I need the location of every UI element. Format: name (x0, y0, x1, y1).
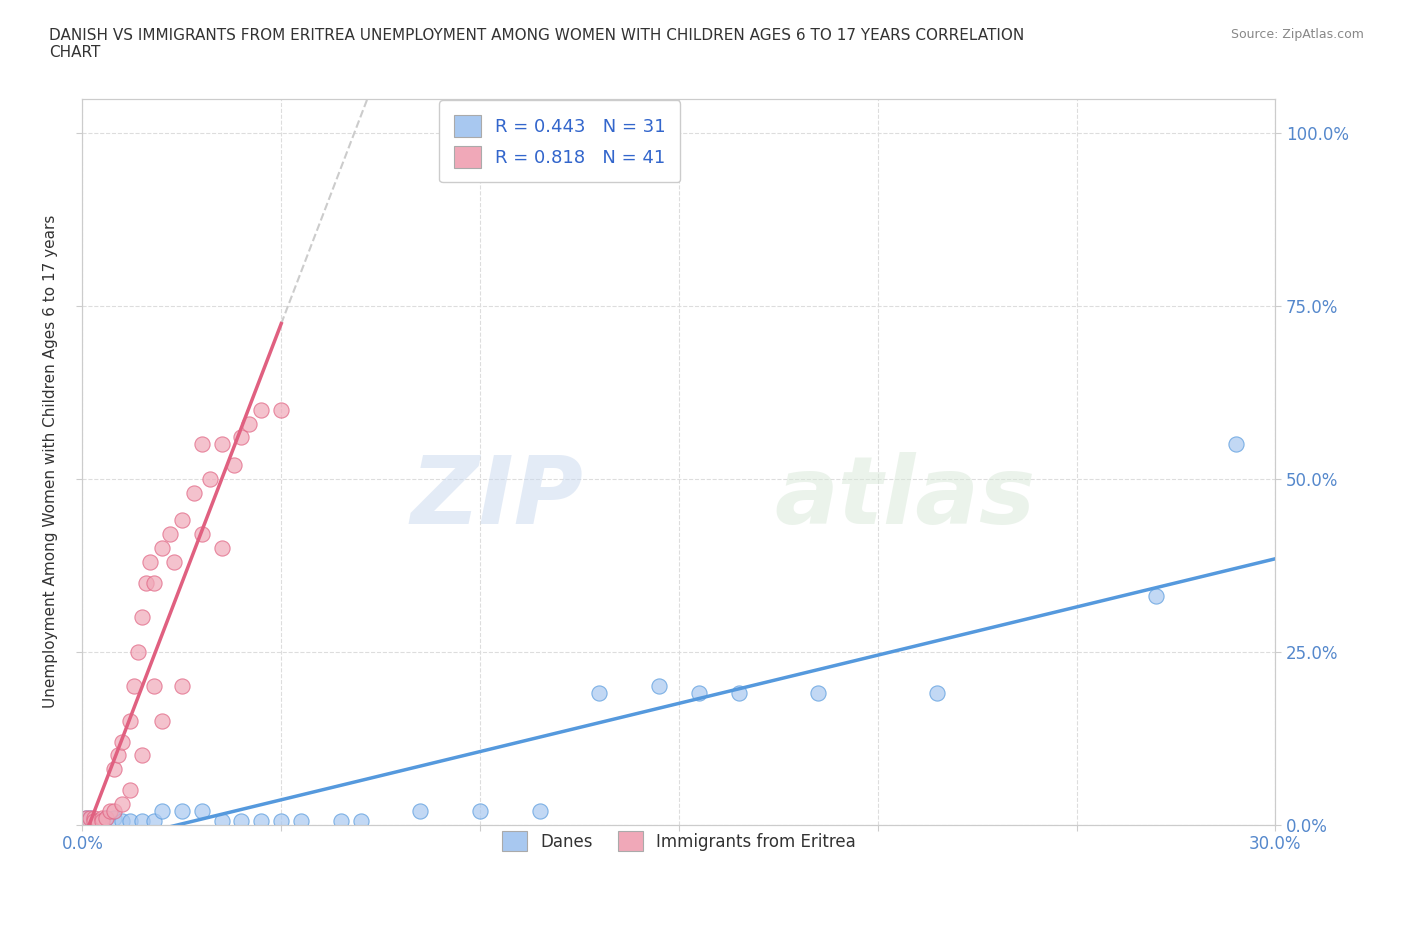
Point (127, 644, 149, 659)
Point (163, 554, 186, 569)
Point (807, 685, 830, 700)
Point (222, 458, 245, 472)
Point (91, 810, 114, 825)
Point (250, 403, 273, 418)
Text: ZIP: ZIP (411, 452, 583, 544)
Point (143, 679, 166, 694)
Point (83, 810, 105, 825)
Point (150, 804, 173, 818)
Point (83, 814, 105, 829)
Point (211, 814, 233, 829)
Point (290, 814, 312, 829)
Point (1225, 437, 1247, 452)
Point (91, 814, 114, 829)
Point (96, 810, 118, 825)
Point (87, 814, 110, 829)
Point (98, 804, 121, 818)
Point (103, 762, 125, 777)
Point (103, 810, 125, 825)
Point (111, 796, 134, 811)
Point (170, 804, 193, 818)
Point (270, 814, 292, 829)
Point (231, 814, 253, 829)
Point (143, 575, 166, 590)
Point (139, 554, 162, 569)
Point (120, 814, 142, 829)
Point (96, 810, 118, 825)
Point (120, 782, 142, 797)
Point (150, 540, 173, 555)
Point (238, 416, 260, 431)
Point (159, 526, 181, 541)
Point (122, 679, 145, 694)
Y-axis label: Unemployment Among Women with Children Ages 6 to 17 years: Unemployment Among Women with Children A… (44, 215, 58, 709)
Point (648, 679, 671, 694)
Point (79, 810, 101, 825)
Point (211, 437, 233, 452)
Point (143, 814, 166, 829)
Point (329, 814, 352, 829)
Text: Source: ZipAtlas.com: Source: ZipAtlas.com (1230, 28, 1364, 41)
Point (190, 804, 212, 818)
Text: atlas: atlas (775, 452, 1036, 544)
Point (83, 814, 105, 829)
Point (170, 679, 193, 694)
Point (927, 685, 949, 700)
Point (79, 810, 101, 825)
Point (190, 526, 212, 541)
Point (111, 734, 134, 749)
Point (131, 748, 153, 763)
Point (75, 810, 97, 825)
Point (107, 748, 129, 763)
Point (183, 485, 205, 500)
Point (198, 472, 221, 486)
Point (150, 713, 173, 728)
Point (111, 814, 134, 829)
Point (190, 437, 212, 452)
Point (170, 513, 193, 528)
Point (135, 575, 157, 590)
Point (529, 804, 551, 818)
Point (409, 804, 432, 818)
Point (468, 804, 491, 818)
Point (588, 685, 610, 700)
Point (211, 540, 233, 555)
Point (250, 814, 273, 829)
Point (131, 610, 153, 625)
Point (75, 810, 97, 825)
Point (91, 814, 114, 829)
Point (131, 814, 153, 829)
Point (231, 430, 253, 445)
Point (103, 804, 125, 818)
Text: DANISH VS IMMIGRANTS FROM ERITREA UNEMPLOYMENT AMONG WOMEN WITH CHILDREN AGES 6 : DANISH VS IMMIGRANTS FROM ERITREA UNEMPL… (49, 28, 1025, 60)
Legend: Danes, Immigrants from Eritrea: Danes, Immigrants from Eritrea (494, 823, 865, 860)
Point (120, 713, 142, 728)
Point (727, 685, 749, 700)
Point (688, 685, 710, 700)
Point (350, 814, 373, 829)
Point (1144, 589, 1167, 604)
Point (270, 403, 292, 418)
